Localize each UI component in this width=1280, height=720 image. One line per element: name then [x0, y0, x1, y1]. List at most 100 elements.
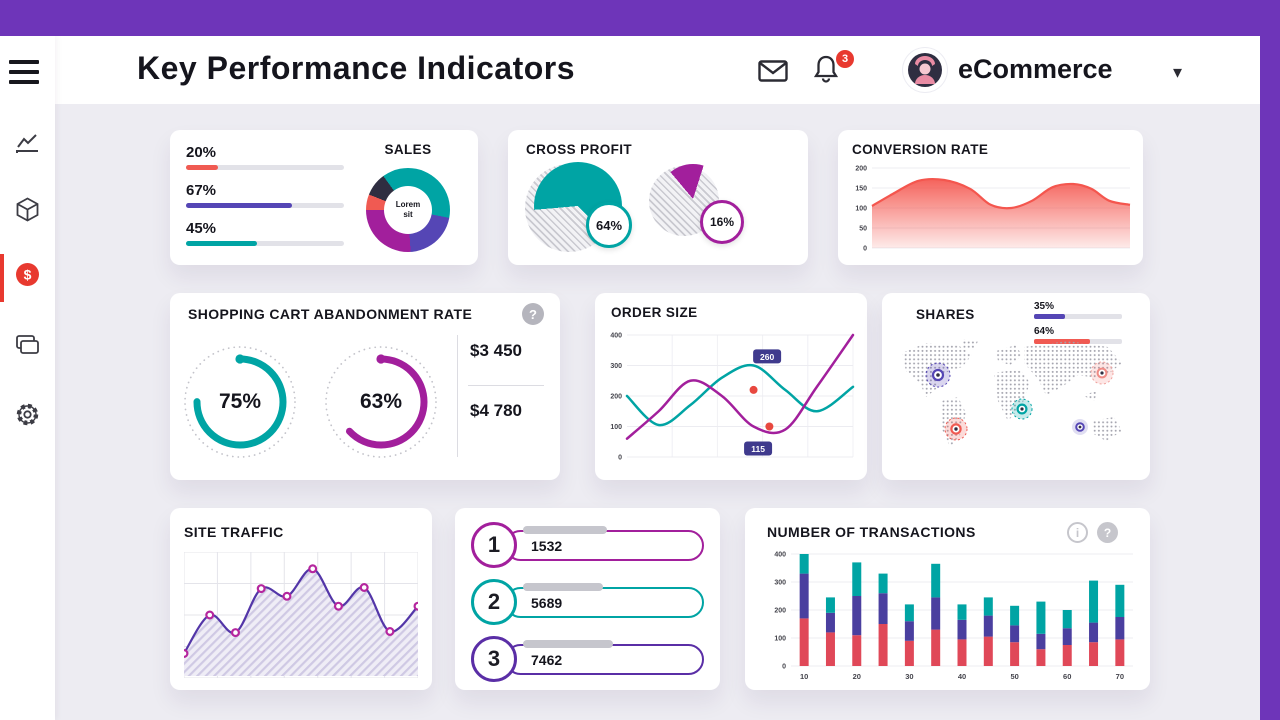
- sales-bar-fill: [186, 165, 218, 170]
- svg-text:300: 300: [610, 363, 622, 370]
- map-marker-purple: [925, 362, 951, 388]
- pie-percent-badge: 64%: [586, 202, 632, 248]
- sidebar: $: [0, 36, 55, 720]
- conversion-rate-chart: 200 150 100 50 0: [844, 162, 1136, 265]
- ring-svg: [184, 346, 296, 458]
- account-name[interactable]: eCommerce: [958, 54, 1113, 84]
- transaction-bar-segment: [904, 604, 914, 622]
- map-marker-red-light: [1090, 361, 1114, 385]
- sales-bar-label: 20%: [186, 144, 217, 161]
- shares-title: SHARES: [916, 307, 975, 322]
- menu-icon[interactable]: [9, 60, 39, 90]
- chevron-down-icon[interactable]: ▾: [1173, 62, 1183, 82]
- traffic-marker: [179, 648, 189, 658]
- revenue-icon[interactable]: $: [14, 261, 41, 288]
- sales-donut-chart: Lorem sit: [366, 168, 450, 252]
- transaction-bar-segment: [799, 554, 809, 574]
- traffic-marker: [282, 591, 292, 601]
- site-traffic-chart: [179, 551, 423, 683]
- sales-bar-track: [186, 165, 344, 170]
- svg-text:40: 40: [958, 672, 966, 681]
- site-traffic-title: SITE TRAFFIC: [184, 524, 284, 540]
- help-icon[interactable]: ?: [522, 303, 544, 325]
- svg-text:400: 400: [774, 552, 786, 559]
- info-icon[interactable]: i: [1067, 522, 1088, 543]
- sales-card-title: SALES: [384, 142, 432, 157]
- products-icon[interactable]: [14, 196, 41, 223]
- ranking-track: [523, 640, 613, 648]
- transaction-bar-segment: [1115, 639, 1125, 666]
- rank-number: 1: [471, 522, 517, 568]
- legend-fill: [1034, 339, 1091, 344]
- transaction-bar-segment: [1062, 645, 1072, 666]
- conversion-area: [872, 179, 1130, 248]
- transaction-bar-segment: [878, 573, 888, 594]
- transaction-bar-segment: [799, 618, 809, 666]
- transaction-bar-segment: [825, 597, 835, 613]
- svg-text:260: 260: [760, 352, 774, 362]
- transaction-bar-segment: [1010, 642, 1020, 666]
- svg-text:200: 200: [610, 394, 622, 401]
- amount-value: $3 450: [470, 341, 522, 360]
- map-marker-teal: [1011, 398, 1033, 420]
- order-size-svg: 400 300 200 100 0 260 115: [610, 333, 855, 462]
- conversion-rate-title: CONVERSION RATE: [852, 142, 989, 157]
- transaction-bar-segment: [1010, 625, 1020, 643]
- traffic-marker: [256, 584, 266, 594]
- traffic-line: [183, 567, 419, 655]
- order-size-chart: 400 300 200 100 0 260 115: [601, 327, 861, 478]
- abandonment-ring-63: 63%: [320, 341, 442, 463]
- top-accent-bar: [0, 0, 1280, 36]
- transaction-bar-segment: [878, 593, 888, 624]
- transaction-bar-segment: [931, 629, 941, 666]
- transaction-bar-segment: [878, 624, 888, 666]
- order-badge: [753, 349, 782, 364]
- analytics-icon[interactable]: [14, 131, 41, 158]
- ranking-track: [523, 583, 603, 591]
- header: Key Performance Indicators 3 eCommerce ▾: [55, 36, 1260, 104]
- svg-text:200: 200: [855, 166, 867, 173]
- cards-icon[interactable]: [14, 331, 41, 358]
- mail-icon[interactable]: [758, 60, 788, 87]
- map-marker-blue: [1072, 419, 1088, 435]
- transaction-bar-segment: [852, 596, 862, 636]
- avatar[interactable]: [903, 48, 947, 92]
- sales-bar-fill: [186, 203, 292, 208]
- sales-card: 20% 67% 45% SALES Lorem sit: [170, 130, 478, 265]
- sales-bar-track: [186, 241, 344, 246]
- svg-text:100: 100: [610, 424, 622, 431]
- svg-text:50: 50: [1010, 672, 1018, 681]
- svg-text:0: 0: [782, 664, 786, 671]
- transaction-bar-segment: [1036, 649, 1046, 666]
- traffic-marker: [205, 610, 215, 620]
- order-size-card: ORDER SIZE 400 300 200 100 0 260 115: [595, 293, 867, 480]
- transaction-bar-segment: [1089, 580, 1099, 623]
- ring-percent-label: 63%: [359, 390, 403, 413]
- cross-profit-pie-small: 16%: [649, 164, 744, 244]
- sales-bar-fill: [186, 241, 258, 246]
- transactions-title: NUMBER OF TRANSACTIONS: [767, 524, 976, 540]
- legend-track: [1034, 339, 1122, 344]
- shares-card: SHARES 35% 64%: [882, 293, 1150, 480]
- sales-donut-center: Lorem sit: [384, 186, 432, 234]
- transaction-bar-segment: [1115, 617, 1125, 640]
- transaction-bar-segment: [904, 621, 914, 641]
- sales-bar-row: 20%: [186, 144, 344, 170]
- svg-text:100: 100: [855, 206, 867, 213]
- active-item-indicator: [0, 254, 4, 302]
- transaction-bar-segment: [957, 604, 967, 620]
- transaction-bar-segment: [904, 640, 914, 666]
- transaction-bar-segment: [957, 639, 967, 666]
- settings-gear-icon[interactable]: [14, 401, 41, 428]
- transaction-bar-segment: [852, 635, 862, 666]
- rank-number: 3: [471, 636, 517, 682]
- svg-text:70: 70: [1116, 672, 1124, 681]
- notifications-bell[interactable]: 3: [812, 50, 854, 90]
- shares-legend: 35% 64%: [1034, 301, 1134, 351]
- sales-bar-label: 45%: [186, 220, 217, 237]
- svg-text:400: 400: [610, 333, 622, 340]
- world-map: [896, 337, 1134, 474]
- transaction-bar-segment: [825, 612, 835, 633]
- help-icon[interactable]: ?: [1097, 522, 1118, 543]
- conversion-svg: 200 150 100 50 0: [855, 166, 1131, 253]
